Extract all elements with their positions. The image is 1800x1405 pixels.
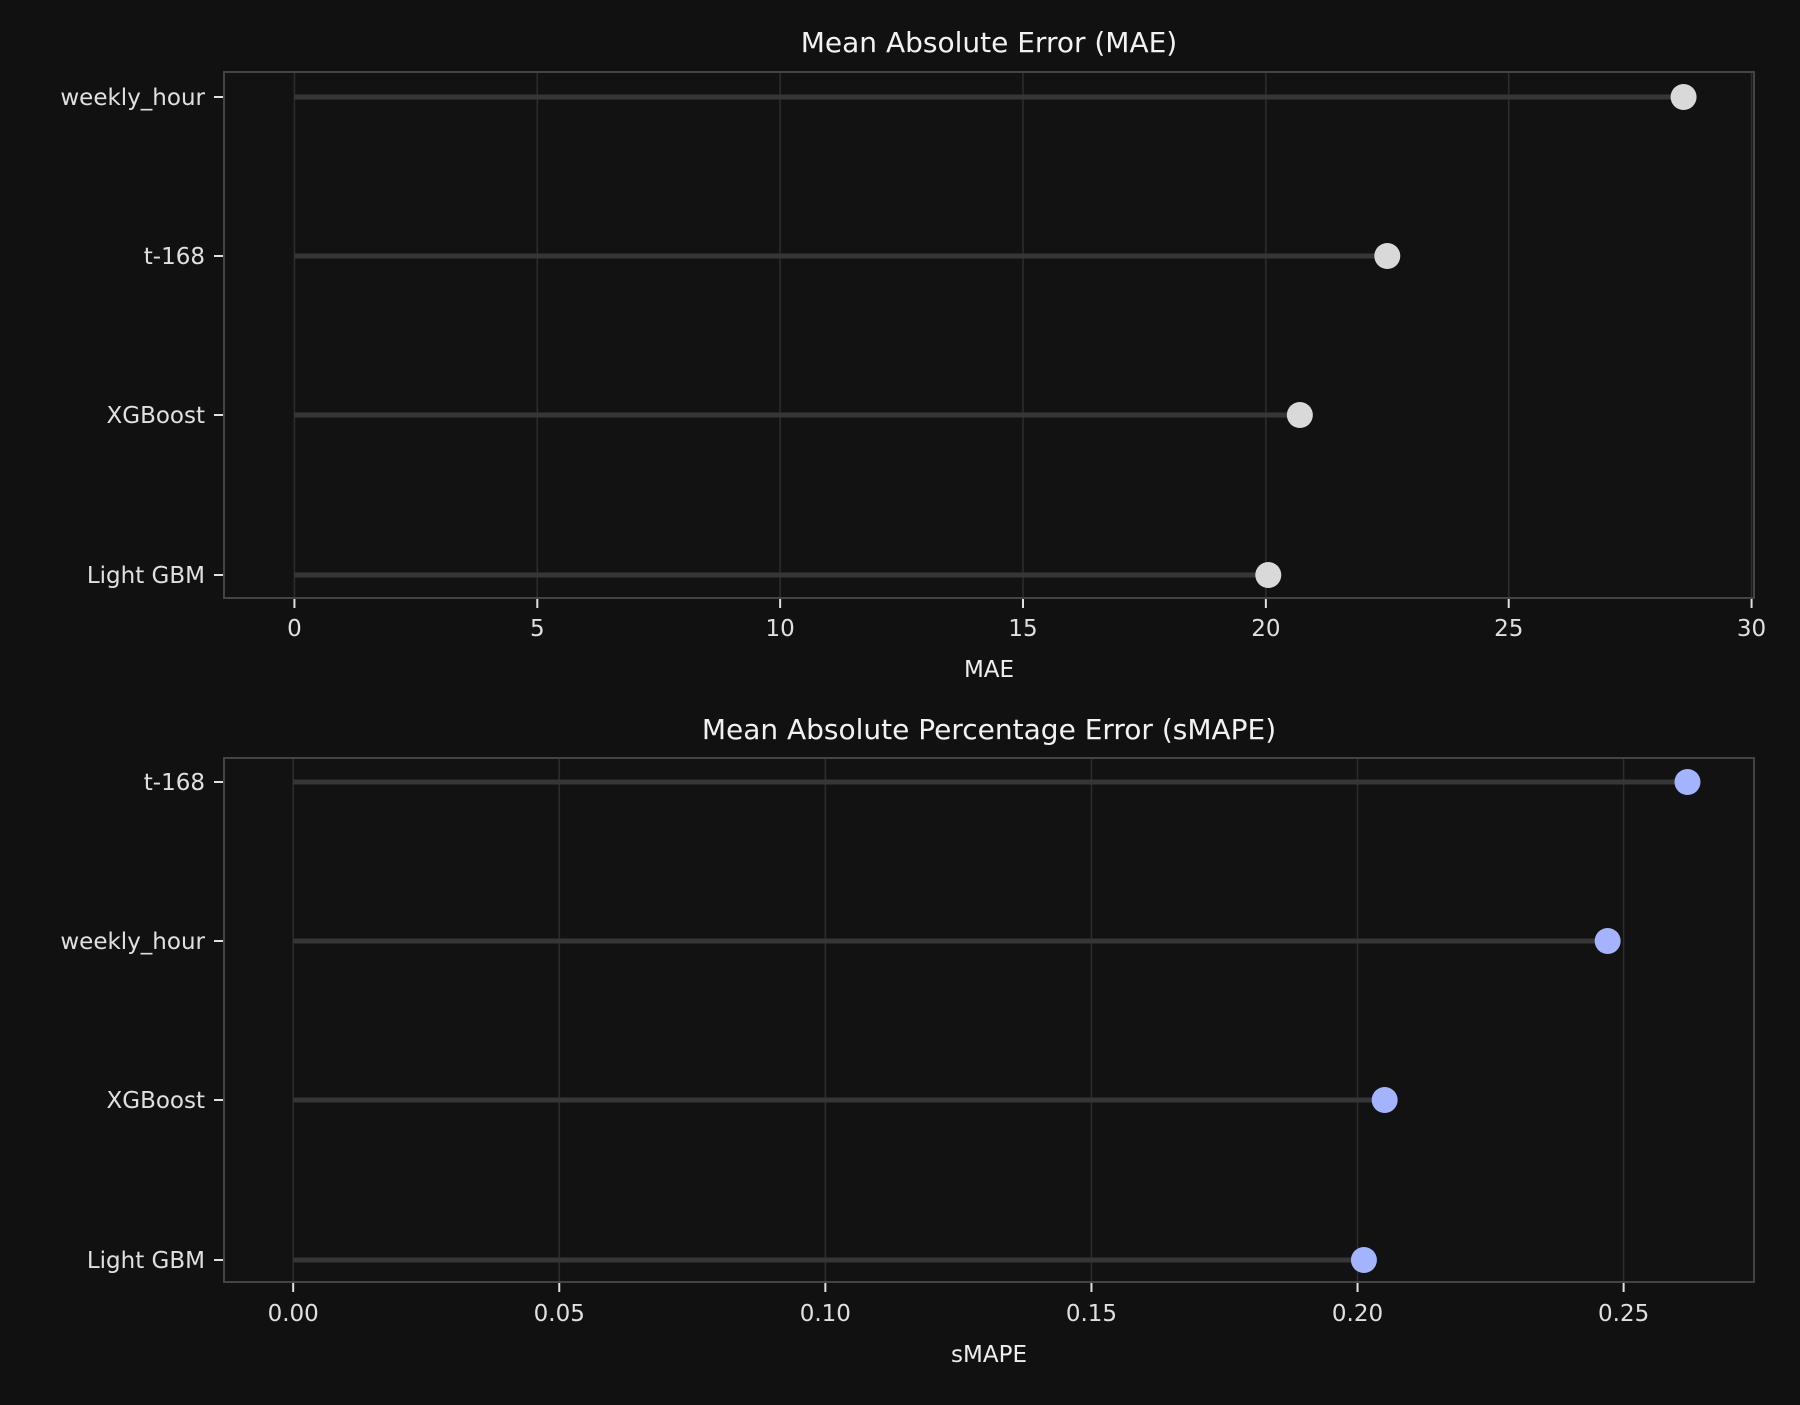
smape-data-point [1594, 928, 1621, 954]
mae-x-tick-label: 20 [1251, 616, 1280, 642]
smape-plot-area: 0.00 0.05 0.10 0.15 0.20 0.25 t-168 weekly_hour… [60, 757, 1755, 1327]
smape-x-tick-label: 0.25 [1598, 1301, 1649, 1327]
mae-x-axis-label: MAE [964, 657, 1014, 683]
smape-x-axis-label: sMAPE [951, 1342, 1027, 1368]
smape-data-point [1371, 1087, 1398, 1113]
smape-x-tick-label: 0.05 [534, 1301, 585, 1327]
mae-category-label: Light GBM [87, 563, 205, 589]
mae-category-label: t-168 [144, 244, 205, 270]
mae-data-point [1670, 84, 1697, 110]
smape-category-label: t-168 [144, 770, 205, 796]
smape-x-tick-label: 0.20 [1332, 1301, 1383, 1327]
mae-x-tick-label: 25 [1494, 616, 1523, 642]
mae-data-point [1255, 562, 1282, 588]
smape-data-point [1350, 1247, 1377, 1273]
mae-x-tick-label: 10 [766, 616, 795, 642]
mae-x-tick-label: 30 [1737, 616, 1766, 642]
mae-plot-area: 0 5 10 15 20 25 30 weekly_hour t-168 XGBoost Light… [60, 71, 1766, 642]
mae-category-label: XGBoost [106, 403, 205, 429]
mae-x-tick-label: 5 [530, 616, 545, 642]
smape-axes-frame [223, 757, 1755, 1283]
smape-x-tick-label: 0.00 [268, 1301, 319, 1327]
mae-axes-background [224, 72, 1754, 598]
smape-category-label: Light GBM [87, 1248, 205, 1274]
mae-panel: Mean Absolute Error (MAE) MAE 0 5 10 15 20 25… [60, 26, 1766, 683]
smape-x-tick-label: 0.10 [800, 1301, 851, 1327]
mae-data-point [1374, 243, 1401, 269]
smape-x-tick-label: 0.15 [1066, 1301, 1117, 1327]
mae-category-label: weekly_hour [60, 85, 205, 111]
mae-x-tick-label: 15 [1008, 616, 1037, 642]
smape-panel: Mean Absolute Percentage Error (sMAPE) s… [60, 713, 1755, 1368]
smape-axes-background [224, 758, 1754, 1282]
smape-chart-title: Mean Absolute Percentage Error (sMAPE) [702, 713, 1276, 746]
mae-axes-frame [223, 71, 1755, 599]
mae-data-point [1286, 402, 1313, 428]
smape-category-label: XGBoost [106, 1088, 205, 1114]
smape-category-label: weekly_hour [60, 929, 205, 955]
mae-x-tick-label: 0 [287, 616, 302, 642]
smape-data-point [1674, 769, 1701, 795]
mae-chart-title: Mean Absolute Error (MAE) [801, 26, 1177, 59]
